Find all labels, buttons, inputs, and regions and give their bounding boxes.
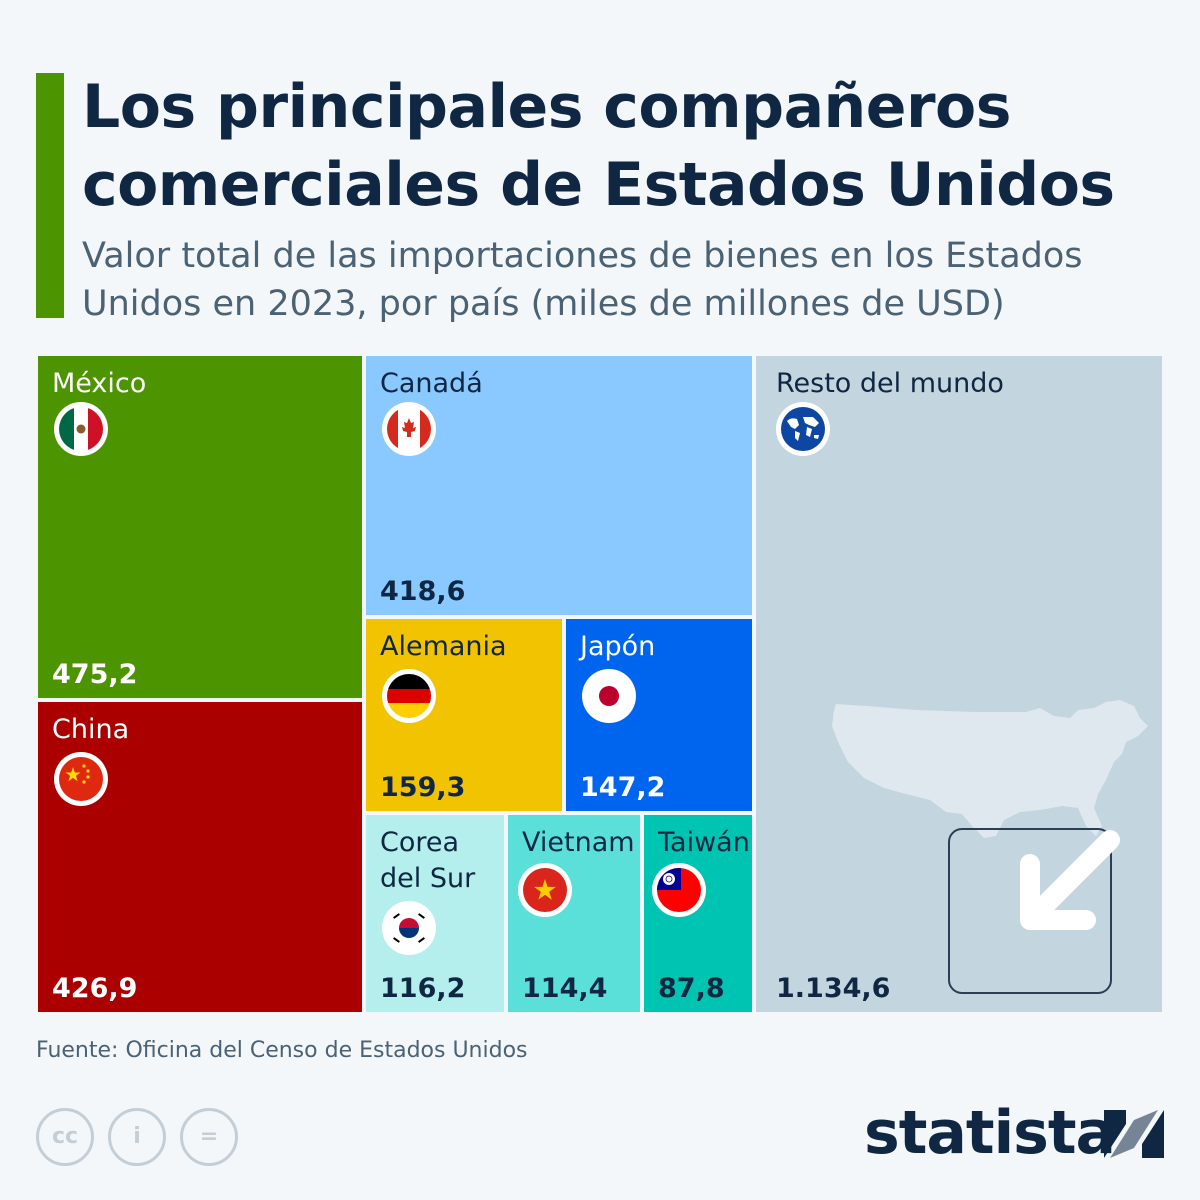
title-line-1: Los principales compañeros <box>82 72 1011 142</box>
canada-flag-icon <box>382 402 436 456</box>
world-globe-icon <box>776 402 830 456</box>
tile-label-corea-line-2: del Sur <box>380 863 476 894</box>
tile-label-vietnam: Vietnam <box>522 827 635 858</box>
tile-corea: Corea del Sur 116,2 <box>364 813 506 1014</box>
tile-value-resto: 1.134,6 <box>776 973 891 1004</box>
tile-china: China 426,9 <box>36 700 364 1014</box>
treemap-chart: México 475,2 China <box>36 354 1164 1014</box>
arrow-down-left-icon <box>1020 830 1120 930</box>
tile-value-taiwan: 87,8 <box>658 973 725 1004</box>
chart-title: Los principales compañeros comerciales d… <box>82 68 1182 224</box>
tile-mexico: México 475,2 <box>36 354 364 700</box>
statista-logo-icon <box>1104 1110 1164 1158</box>
source-note: Fuente: Oficina del Censo de Estados Uni… <box>36 1038 528 1063</box>
tile-taiwan: Taiwán 87,8 <box>642 813 754 1014</box>
subtitle-line-1: Valor total de las importaciones de bien… <box>82 236 1083 276</box>
tile-label-china: China <box>52 714 130 745</box>
tile-value-china: 426,9 <box>52 973 138 1004</box>
tile-alemania: Alemania 159,3 <box>364 617 564 813</box>
tile-label-mexico: México <box>52 368 147 399</box>
tile-label-canada: Canadá <box>380 368 483 399</box>
statista-wordmark: statista <box>864 1098 1116 1168</box>
china-flag-icon <box>54 752 108 806</box>
attribution-icon: i <box>108 1108 166 1166</box>
license-icons: cc i = <box>36 1108 246 1166</box>
zoom-frame <box>948 828 1112 994</box>
tile-label-corea: Corea del Sur <box>380 825 496 897</box>
tile-label-taiwan: Taiwán <box>658 827 750 858</box>
us-map-silhouette <box>832 700 1148 838</box>
vietnam-flag-icon <box>518 863 572 917</box>
tile-japon: Japón 147,2 <box>564 617 754 813</box>
title-accent-bar <box>36 73 64 318</box>
tile-value-mexico: 475,2 <box>52 659 138 690</box>
chart-subtitle: Valor total de las importaciones de bien… <box>82 232 1162 328</box>
title-line-2: comerciales de Estados Unidos <box>82 150 1115 220</box>
taiwan-flag-icon <box>652 863 706 917</box>
tile-value-canada: 418,6 <box>380 576 466 607</box>
tile-label-alemania: Alemania <box>380 631 507 662</box>
japan-flag-icon <box>582 669 636 723</box>
mexico-flag-icon <box>54 402 108 456</box>
tile-value-alemania: 159,3 <box>380 772 466 803</box>
tile-value-vietnam: 114,4 <box>522 973 608 1004</box>
tile-resto-del-mundo: Resto del mundo 1.134,6 <box>754 354 1164 1014</box>
tile-label-japon: Japón <box>580 631 656 662</box>
no-derivatives-icon: = <box>180 1108 238 1166</box>
tile-value-corea: 116,2 <box>380 973 466 1004</box>
tile-label-resto: Resto del mundo <box>776 368 1004 399</box>
statista-logo: statista <box>864 1098 1174 1170</box>
tile-value-japon: 147,2 <box>580 772 666 803</box>
germany-flag-icon <box>382 669 436 723</box>
subtitle-line-2: Unidos en 2023, por país (miles de millo… <box>82 284 1005 324</box>
tile-canada: Canadá 418,6 <box>364 354 754 617</box>
south-korea-flag-icon <box>382 901 436 955</box>
tile-vietnam: Vietnam 114,4 <box>506 813 642 1014</box>
cc-icon: cc <box>36 1108 94 1166</box>
tile-label-corea-line-1: Corea <box>380 827 460 858</box>
